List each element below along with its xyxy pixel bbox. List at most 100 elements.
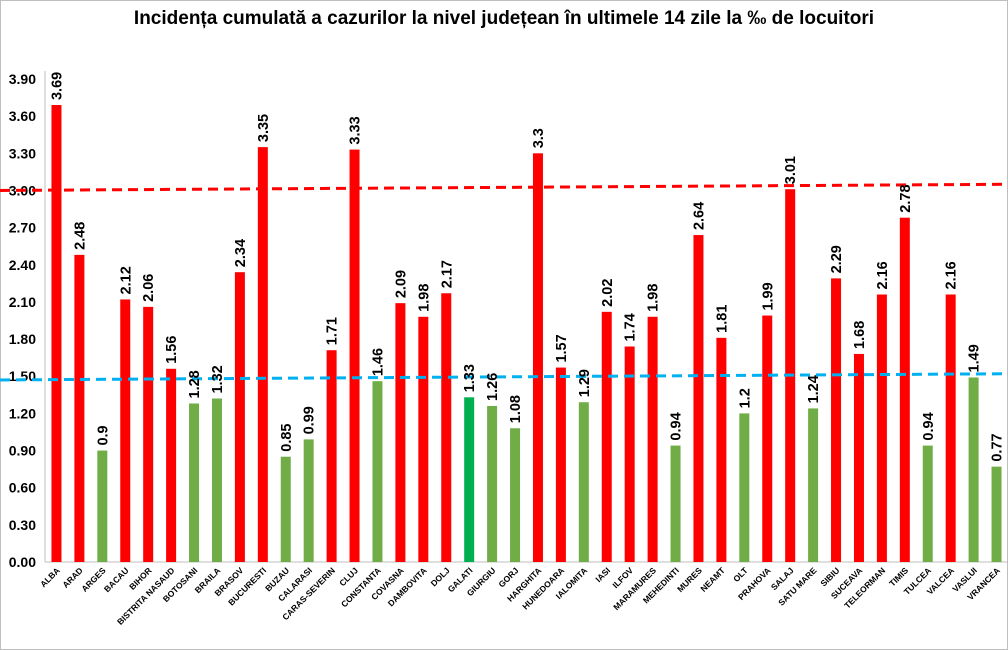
value-label: 2.16 (875, 261, 891, 289)
value-label: 1.98 (646, 284, 662, 312)
bar (808, 408, 819, 562)
value-label: 0.94 (669, 412, 685, 440)
y-tick-label: 3.30 (9, 145, 36, 161)
y-tick-label: 1.80 (9, 331, 36, 347)
bar (922, 445, 933, 562)
bar (97, 450, 108, 562)
bar (303, 439, 314, 562)
bar (991, 466, 1002, 562)
bar (189, 403, 200, 562)
value-label: 0.77 (990, 433, 1006, 461)
bar (120, 299, 131, 562)
bar (326, 350, 337, 562)
bar (234, 272, 245, 562)
value-label: 1.49 (967, 344, 983, 372)
y-tick-label: 0.30 (9, 517, 36, 533)
bar (555, 367, 566, 562)
bar (716, 337, 727, 562)
value-label: 1.33 (462, 364, 478, 392)
value-label: 1.57 (554, 334, 570, 362)
value-label: 3.3 (531, 128, 547, 148)
value-label: 2.17 (439, 260, 455, 288)
value-label: 0.9 (95, 425, 111, 445)
bar (349, 149, 360, 563)
bar (51, 105, 62, 562)
bar (280, 456, 291, 562)
value-label: 2.78 (898, 184, 914, 212)
value-label: 2.48 (72, 222, 88, 250)
value-label: 1.2 (737, 388, 753, 408)
bar (395, 303, 406, 562)
y-tick-label: 0.00 (9, 554, 36, 570)
bar (670, 445, 681, 562)
bar (418, 316, 429, 562)
category-label: OLT (731, 565, 750, 584)
bar (74, 254, 85, 562)
y-tick-label: 3.60 (9, 108, 36, 124)
y-tick-label: 2.40 (9, 257, 36, 273)
bar (647, 316, 658, 562)
value-label: 0.99 (302, 406, 318, 434)
bar (532, 153, 543, 563)
value-label: 1.32 (210, 365, 226, 393)
bar (899, 217, 910, 562)
value-label: 1.68 (852, 321, 868, 349)
bar (211, 398, 222, 562)
value-label: 3.01 (783, 156, 799, 184)
value-label: 0.85 (279, 423, 295, 451)
value-label: 2.09 (393, 270, 409, 298)
value-label: 1.46 (370, 348, 386, 376)
category-label: NEAMT (698, 565, 727, 594)
value-label: 1.24 (806, 375, 822, 403)
value-label: 2.12 (118, 266, 134, 294)
chart-title: Incidența cumulată a cazurilor la nivel … (133, 8, 875, 29)
value-label: 3.33 (348, 116, 364, 144)
y-tick-label: 2.70 (9, 220, 36, 236)
bar (624, 346, 635, 562)
category-label: BACAU (102, 565, 131, 594)
bar (762, 315, 773, 562)
value-label: 1.81 (714, 305, 730, 333)
value-label: 1.28 (187, 370, 203, 398)
bar (853, 353, 864, 562)
y-tick-label: 2.10 (9, 294, 36, 310)
y-tick-label: 3.90 (9, 71, 36, 87)
bar (945, 294, 956, 562)
value-label: 0.94 (921, 412, 937, 440)
value-label: 3.69 (49, 72, 65, 100)
bar (487, 405, 498, 562)
bar (510, 428, 521, 562)
bar (739, 413, 750, 562)
value-label: 1.26 (485, 373, 501, 401)
value-label: 2.16 (944, 261, 960, 289)
value-label: 2.34 (233, 239, 249, 267)
category-label: MURES (675, 565, 704, 594)
value-label: 1.74 (623, 313, 639, 341)
bar (693, 235, 704, 563)
value-label: 2.64 (691, 202, 707, 230)
value-label: 2.02 (600, 279, 616, 307)
bar (372, 381, 383, 562)
category-label: IASI (593, 565, 612, 584)
y-axis: 0.00 0.30 0.60 0.90 1.20 1.50 1.80 2.10 2.40 2.70… (9, 71, 1008, 570)
bar (143, 306, 154, 562)
bars (51, 105, 1002, 563)
value-labels: 3.69 2.48 0.9 2.12 2.06 1.56 1.28 1.32 2.34 3.35 0… (49, 72, 1005, 462)
bar (441, 293, 452, 562)
bar (968, 377, 979, 562)
bar (876, 294, 887, 562)
bar (601, 311, 612, 562)
y-tick-label: 0.90 (9, 443, 36, 459)
bar (166, 368, 177, 562)
value-label: 3.35 (256, 114, 272, 142)
reference-line (0, 372, 1008, 382)
category-label: ALBA (38, 565, 62, 589)
y-tick-label: 0.60 (9, 480, 36, 496)
value-label: 2.29 (829, 245, 845, 273)
category-label: TELEORMAN (842, 565, 887, 610)
reference-lines (0, 182, 1008, 382)
bar (831, 278, 842, 562)
value-label: 2.06 (141, 274, 157, 302)
